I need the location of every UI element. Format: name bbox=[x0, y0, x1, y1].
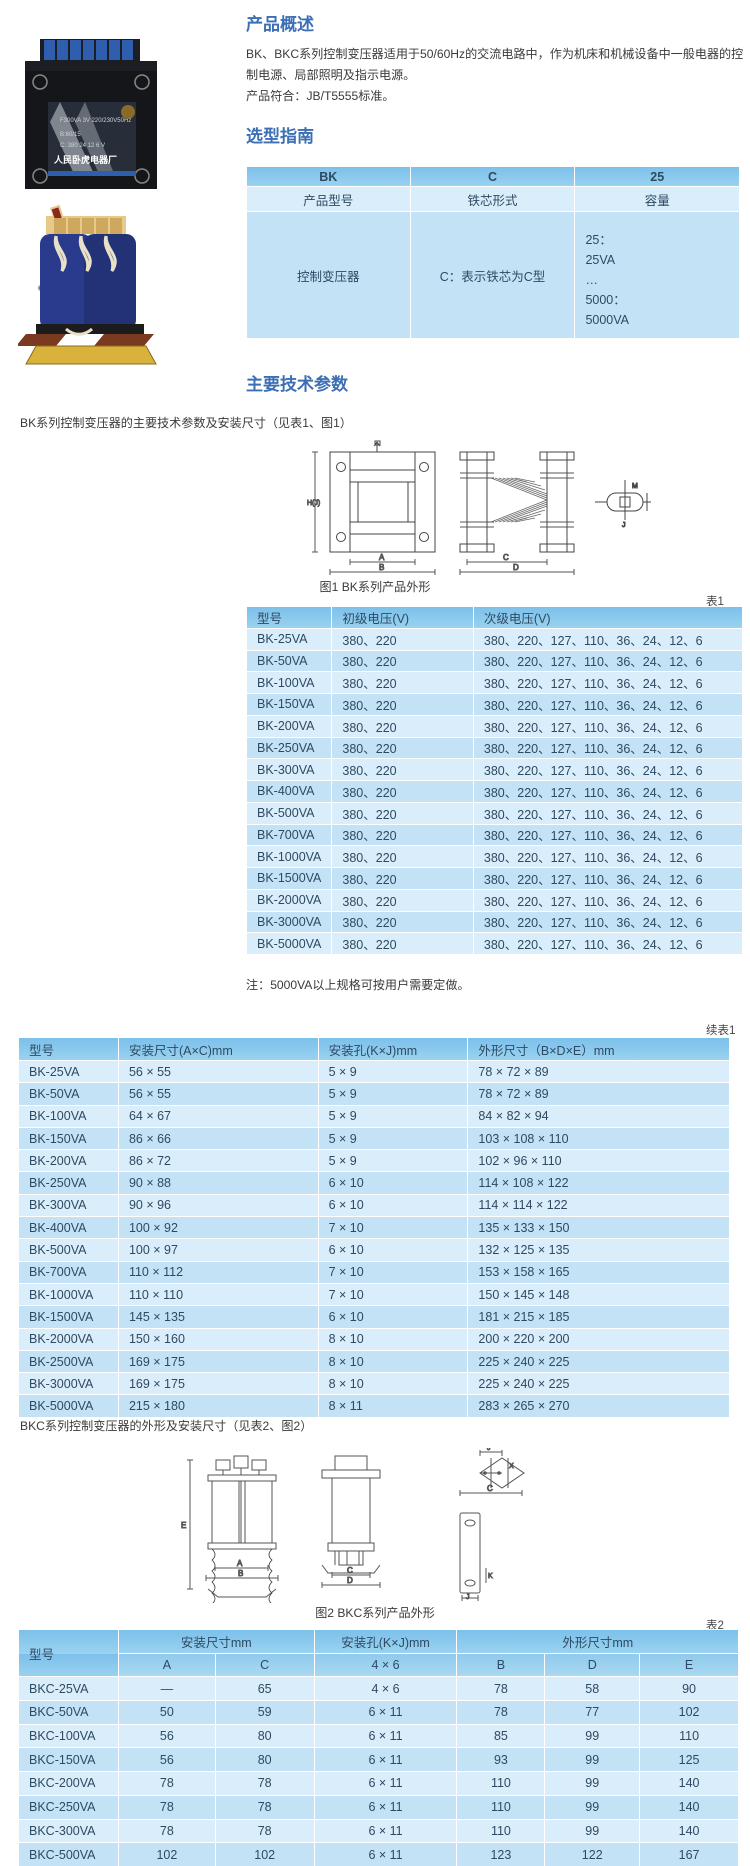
svg-text:B: B bbox=[238, 1569, 243, 1578]
svg-text:人民卧虎电器厂: 人民卧虎电器厂 bbox=[53, 154, 117, 165]
svg-text:K: K bbox=[488, 1573, 493, 1580]
svg-text:H(J): H(J) bbox=[307, 500, 320, 507]
svg-text:J: J bbox=[487, 1448, 491, 1452]
svg-text:J: J bbox=[466, 1594, 470, 1601]
svg-text:A: A bbox=[379, 553, 385, 562]
svg-text:F300VA 3V 220/230V50Hz: F300VA 3V 220/230V50Hz bbox=[60, 118, 131, 124]
svg-text:C: C bbox=[487, 1484, 493, 1493]
svg-text:D: D bbox=[513, 563, 519, 572]
svg-text:C: C bbox=[503, 553, 509, 562]
svg-text:X: X bbox=[509, 1463, 514, 1470]
svg-text:E: E bbox=[181, 1521, 186, 1530]
svg-text:B:60/15: B:60/15 bbox=[60, 132, 81, 138]
svg-text:D: D bbox=[347, 1576, 353, 1585]
svg-text:B: B bbox=[379, 563, 384, 572]
svg-text:C: 380 24 12 6 V: C: 380 24 12 6 V bbox=[60, 143, 105, 149]
svg-text:M: M bbox=[632, 483, 638, 490]
svg-text:A: A bbox=[237, 1559, 243, 1568]
svg-text:C: C bbox=[347, 1566, 353, 1575]
svg-text:J: J bbox=[622, 522, 626, 529]
